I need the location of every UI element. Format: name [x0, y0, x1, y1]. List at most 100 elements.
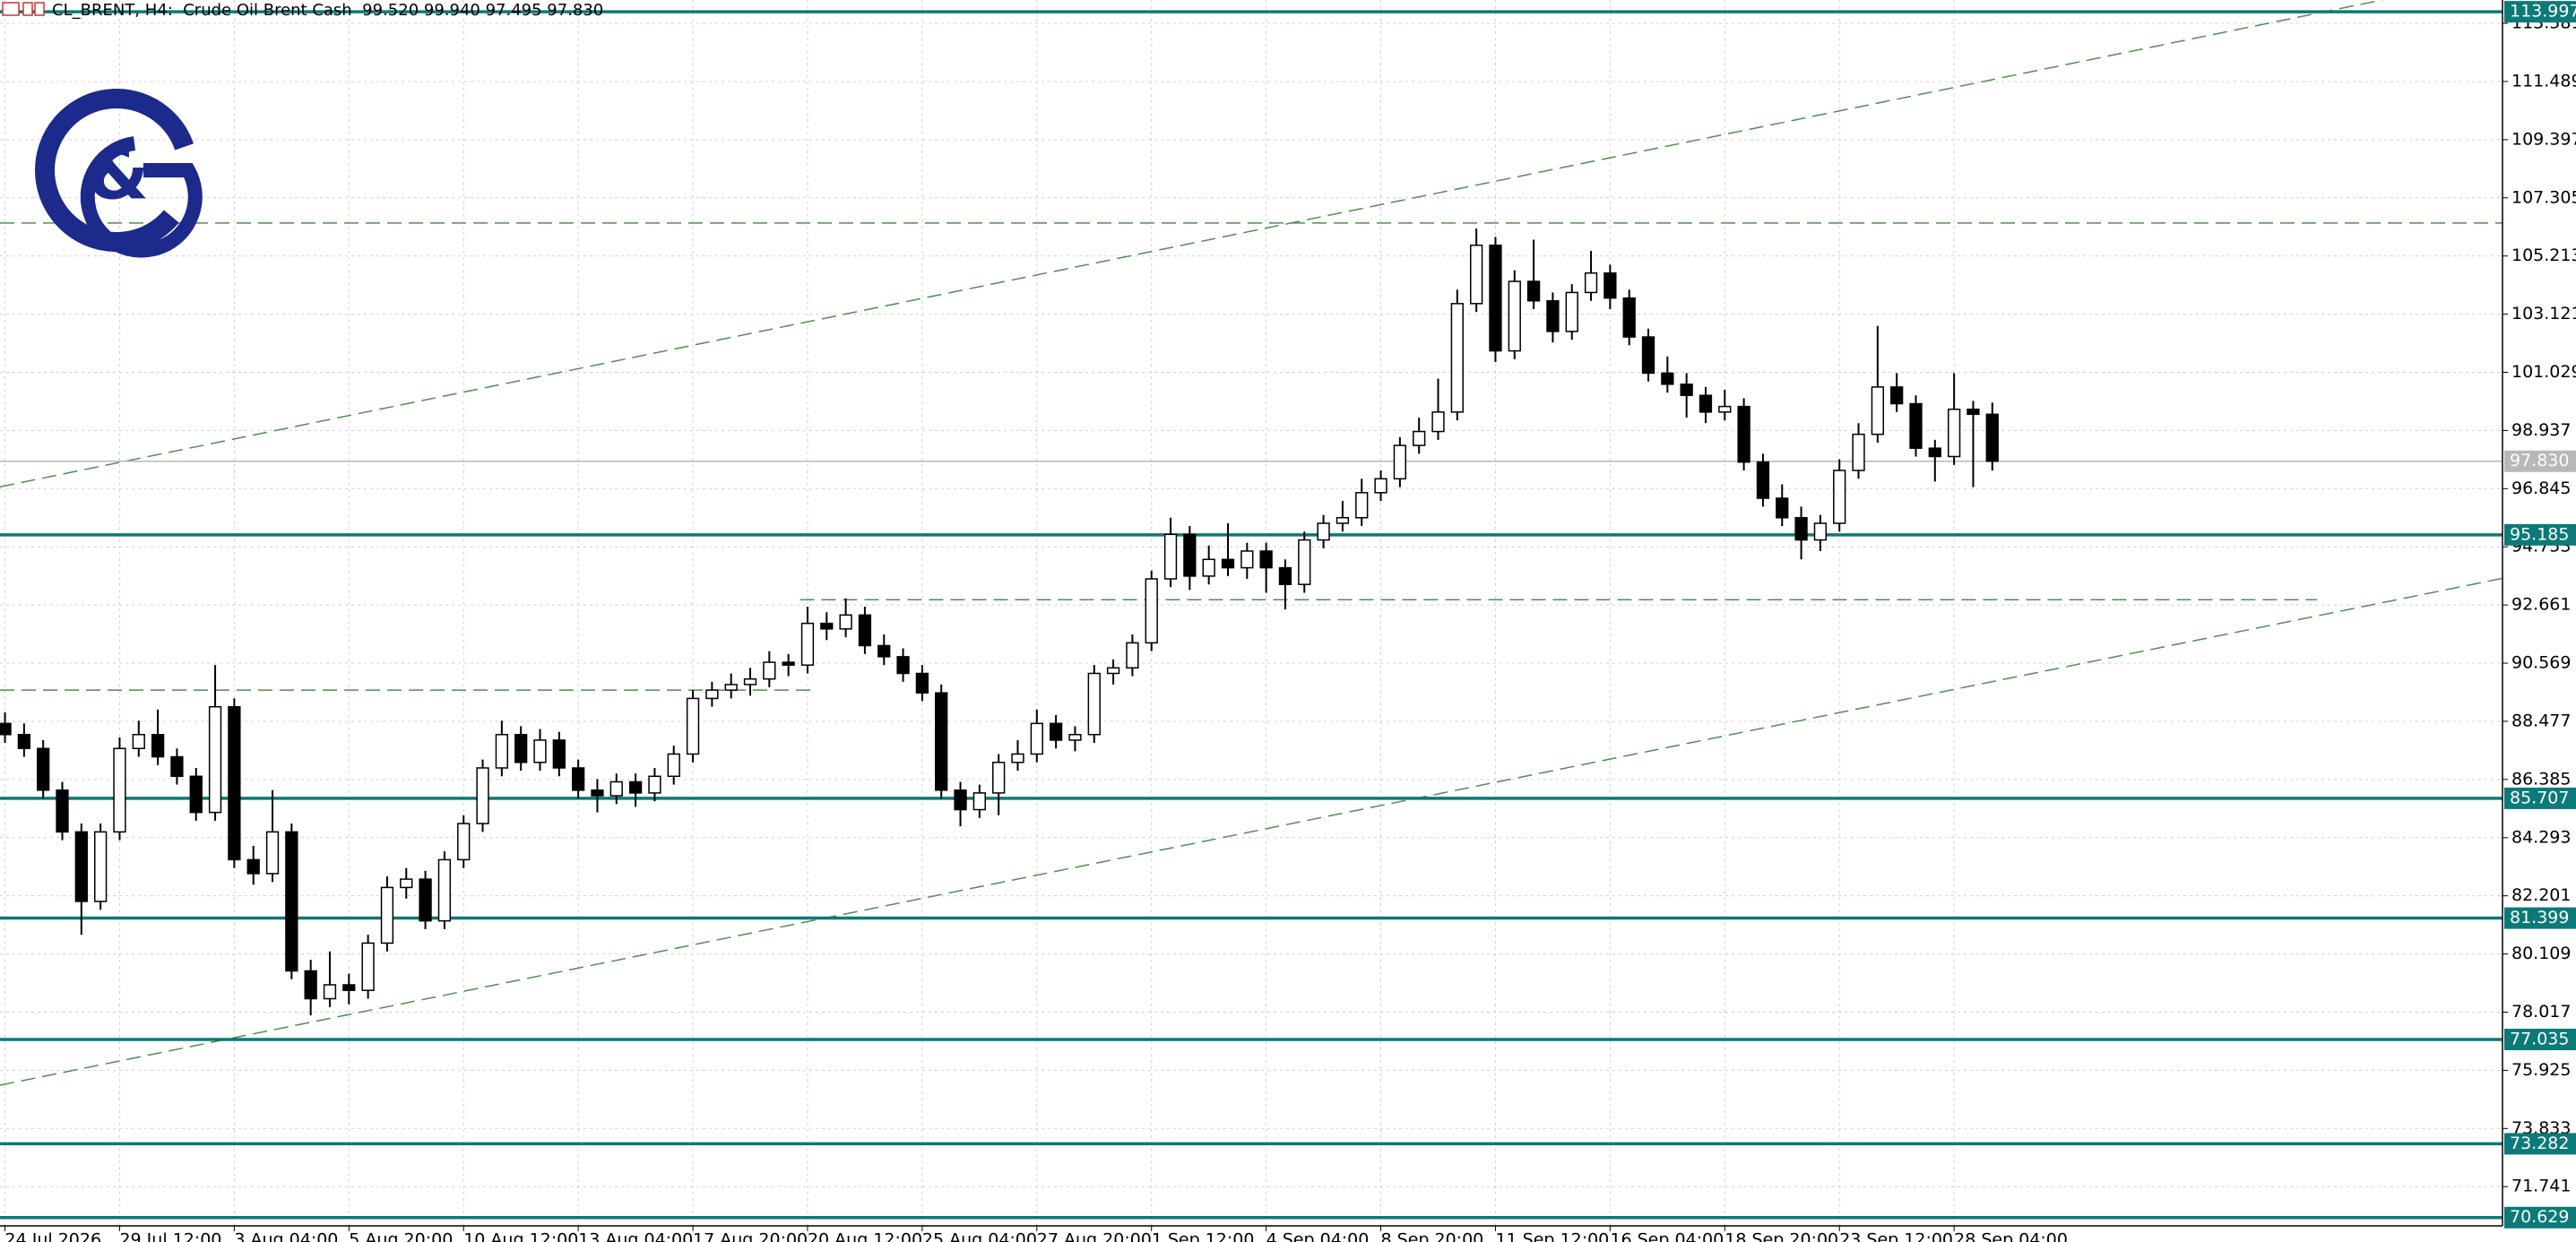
- candle-body: [1278, 566, 1292, 585]
- candle-body: [323, 984, 337, 1000]
- candle-body: [858, 614, 872, 647]
- candle-body: [1604, 272, 1617, 299]
- candle-body: [552, 739, 566, 769]
- candle-body: [1202, 558, 1215, 577]
- y-tick-label: 98.937: [2511, 420, 2571, 440]
- candle-body: [1049, 722, 1063, 741]
- candle-body: [419, 878, 432, 922]
- candle-body: [437, 858, 452, 922]
- candle-body: [1813, 522, 1828, 541]
- candle-body: [1336, 516, 1350, 524]
- candle-body: [1317, 522, 1330, 541]
- candle-body: [533, 739, 547, 763]
- y-tick-label: 86.385: [2511, 769, 2571, 789]
- candle-body: [1011, 753, 1024, 763]
- level-label: 77.035: [2510, 1029, 2569, 1048]
- candle-body: [1087, 672, 1101, 736]
- header: CL_BRENT, H4: Crude Oil Brent Cash 99.52…: [2, 1, 603, 20]
- candle-body: [265, 831, 280, 875]
- x-tick-label: 13 Aug 04:00: [578, 1230, 693, 1242]
- current-price-label: 97.830: [2510, 451, 2569, 470]
- logo-symbol: &: [88, 134, 149, 215]
- level-label: 113.997: [2510, 2, 2576, 22]
- candle-body: [1489, 244, 1502, 352]
- candle-body: [132, 733, 145, 750]
- candle-body: [571, 767, 585, 791]
- candle-body: [1928, 447, 1941, 458]
- candle-body: [648, 775, 661, 794]
- y-tick-label: 105.213: [2511, 246, 2576, 265]
- candle-body: [1240, 550, 1254, 569]
- overlays: [0, 0, 2503, 1220]
- candle-body: [1508, 280, 1521, 352]
- candle-body: [1298, 539, 1311, 585]
- candle-body: [1833, 470, 1846, 524]
- candle-body: [1374, 478, 1387, 494]
- candle-body: [1355, 492, 1369, 519]
- candle-body: [1661, 372, 1674, 385]
- candle-body: [1871, 386, 1884, 436]
- logo-ring: [35, 89, 198, 252]
- candle-body: [170, 755, 184, 778]
- candle-body: [1890, 386, 1904, 405]
- level-box: [2504, 523, 2576, 546]
- y-tick-label: 78.017: [2511, 1002, 2571, 1022]
- grid: [0, 0, 2503, 1226]
- candle-body: [93, 831, 108, 902]
- candle-body: [17, 733, 31, 750]
- candle-body: [1985, 413, 1999, 462]
- candle-body: [1565, 291, 1578, 332]
- x-tick-label: 24 Jul 2026: [5, 1230, 102, 1242]
- candle-body: [954, 789, 967, 811]
- level-label: 95.185: [2510, 524, 2569, 544]
- trend-line: [0, 577, 2503, 1086]
- candle-body: [189, 775, 203, 814]
- candles: [0, 229, 1999, 1016]
- candle-body: [1106, 667, 1120, 675]
- x-tick-label: 20 Aug 12:00: [808, 1230, 922, 1242]
- level-box: [2504, 907, 2576, 929]
- x-tick-label: 29 Jul 12:00: [119, 1230, 221, 1242]
- candle-body: [208, 705, 222, 814]
- current-price-box: [2504, 450, 2576, 472]
- candle-body: [1145, 578, 1158, 644]
- candle-body: [514, 733, 528, 763]
- header-text: CL_BRENT, H4: Crude Oil Brent Cash 99.52…: [52, 1, 603, 20]
- candle-body: [1699, 394, 1713, 413]
- candle-body: [686, 697, 700, 755]
- candle-body: [1526, 280, 1541, 302]
- level-label: 85.707: [2510, 788, 2569, 807]
- logo: &: [35, 89, 203, 258]
- candle-body: [628, 781, 643, 794]
- x-tick-label: 17 Aug 20:00: [693, 1230, 808, 1242]
- candle-body: [1068, 733, 1082, 741]
- candle-body: [380, 886, 394, 944]
- candle-body: [228, 705, 241, 861]
- x-tick-label: 28 Sep 04:00: [1954, 1230, 2068, 1242]
- candle-body: [972, 792, 986, 811]
- x-tick-label: 11 Sep 12:00: [1495, 1230, 1609, 1242]
- candle-body: [763, 661, 776, 680]
- candle-body: [1163, 533, 1178, 580]
- candle-body: [1431, 411, 1445, 433]
- candle-body: [1183, 533, 1197, 577]
- candle-body: [1909, 402, 1923, 449]
- candle-body: [1776, 497, 1789, 519]
- y-tick-label: 71.741: [2511, 1177, 2571, 1196]
- candle-body: [0, 722, 12, 736]
- candle-body: [1756, 461, 1770, 499]
- y-tick-label: 80.109: [2511, 944, 2571, 963]
- candle-body: [1413, 430, 1426, 446]
- y-tick-label: 84.293: [2511, 827, 2571, 847]
- level-box: [2504, 1133, 2576, 1155]
- y-tick-label: 90.569: [2511, 653, 2571, 673]
- header-icon: [22, 2, 33, 16]
- level-box: [2504, 1206, 2576, 1229]
- candle-body: [1622, 297, 1636, 338]
- level-label: 81.399: [2510, 908, 2569, 927]
- candle-body: [74, 831, 88, 902]
- candle-body: [457, 823, 471, 861]
